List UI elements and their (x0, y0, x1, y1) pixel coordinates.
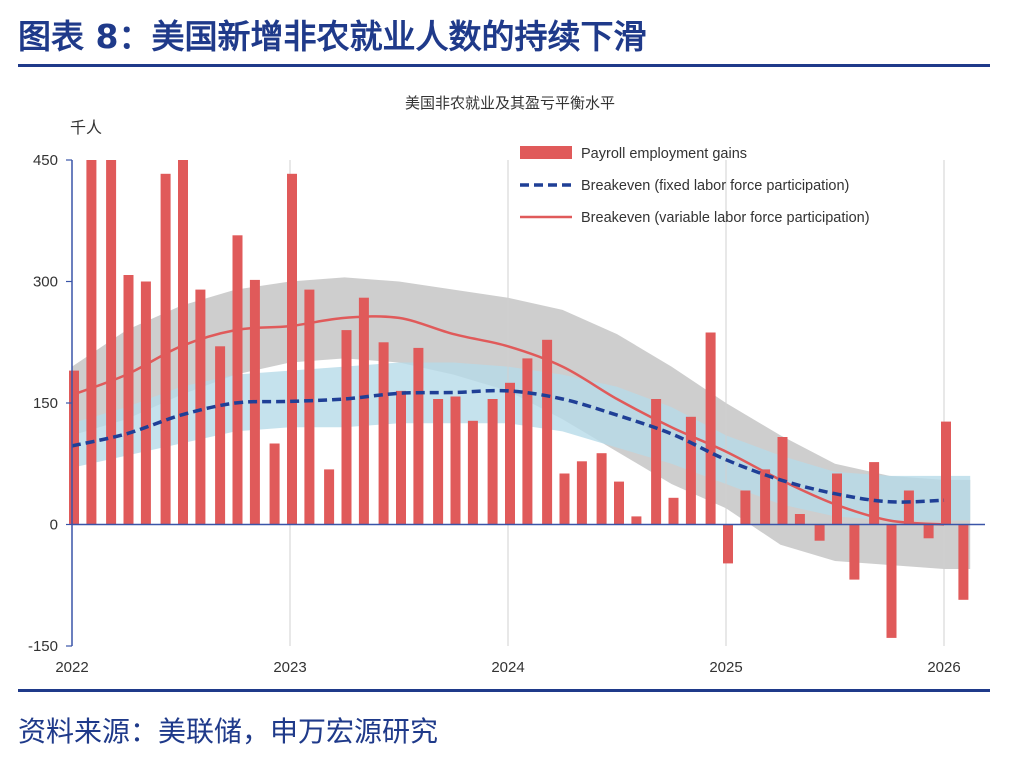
payroll-bar (232, 235, 243, 525)
payroll-bar (450, 396, 461, 525)
payroll-bar (794, 514, 805, 525)
x-tick-label: 2026 (927, 659, 960, 676)
payroll-bar (614, 481, 624, 525)
x-tick-label: 2024 (491, 659, 524, 676)
source-rule (18, 689, 990, 692)
chart-title: 美国非农就业及其盈亏平衡水平 (405, 95, 615, 112)
breakeven-lines (71, 315, 945, 526)
payroll-bar (341, 330, 352, 525)
payroll-bar (849, 524, 860, 580)
payroll-bar (69, 370, 79, 525)
y-tick-label: 450 (33, 152, 58, 169)
breakeven-fixed-line (71, 388, 945, 504)
payroll-bar (651, 399, 662, 525)
y-tick-label: 0 (50, 517, 58, 534)
payroll-bar (596, 453, 607, 525)
payroll-bar (923, 524, 934, 539)
payroll-bar (86, 160, 97, 525)
y-tick-label: 150 (33, 395, 58, 412)
payroll-bar (396, 390, 406, 525)
payroll-bar (487, 399, 498, 525)
x-tick-label: 2025 (709, 659, 742, 676)
payroll-bar (958, 524, 969, 600)
payroll-bar (106, 160, 117, 525)
source-note: 资料来源：美联储，申万宏源研究 (18, 715, 439, 748)
payroll-bar (467, 420, 478, 525)
payroll-bar (123, 275, 134, 525)
payroll-bar (195, 289, 206, 525)
payroll-bar (433, 399, 444, 525)
legend-label-fixed: Breakeven (fixed labor force participati… (581, 178, 849, 194)
breakeven-bands (72, 277, 971, 569)
legend: Payroll employment gains Breakeven (fixe… (520, 146, 870, 226)
payroll-bar (685, 416, 696, 525)
payroll-bar (269, 443, 280, 525)
payroll-bar (668, 497, 679, 525)
title-rule (18, 64, 990, 67)
payroll-bar (869, 462, 880, 525)
payroll-bar (358, 297, 369, 525)
breakeven-variable-line (71, 315, 945, 526)
payroll-bar (304, 289, 315, 525)
payroll-bar (705, 332, 716, 525)
y-tick-label: -150 (28, 638, 58, 655)
payroll-bar (941, 421, 951, 525)
y-axis-unit-label: 千人 (70, 119, 102, 137)
payroll-bar (140, 281, 151, 525)
y-tick-label: 300 (33, 274, 58, 291)
payroll-bar (522, 358, 533, 525)
figure-title: 图表 8：美国新增非农就业人数的持续下滑 (18, 17, 647, 56)
y-tick-labels: 450 300 150 0 -150 (28, 152, 72, 655)
legend-label-variable: Breakeven (variable labor force particip… (581, 210, 870, 226)
payroll-bar (886, 524, 897, 638)
payroll-bar (215, 346, 226, 525)
payroll-bar (505, 382, 515, 525)
payroll-bar (760, 469, 771, 525)
payroll-bar (832, 473, 842, 525)
legend-swatch-bar (520, 146, 572, 159)
payroll-bar (542, 339, 553, 525)
payroll-bar (814, 524, 825, 541)
payroll-bar (378, 342, 389, 525)
payroll-bar (178, 160, 188, 525)
payroll-bar (324, 469, 335, 525)
payroll-bar (413, 347, 424, 525)
payroll-bar (559, 473, 570, 525)
payroll-bar (723, 524, 733, 564)
legend-label-payroll: Payroll employment gains (581, 146, 747, 162)
payroll-bar (631, 516, 642, 525)
payroll-bar (160, 173, 171, 525)
x-tick-label: 2023 (273, 659, 306, 676)
payroll-bar (903, 490, 914, 525)
x-tick-label: 2022 (55, 659, 88, 676)
x-tick-labels: 2022 2023 2024 2025 2026 (55, 659, 960, 676)
payroll-bar (287, 173, 297, 525)
payroll-bar (576, 461, 587, 525)
payroll-bar (740, 490, 751, 525)
